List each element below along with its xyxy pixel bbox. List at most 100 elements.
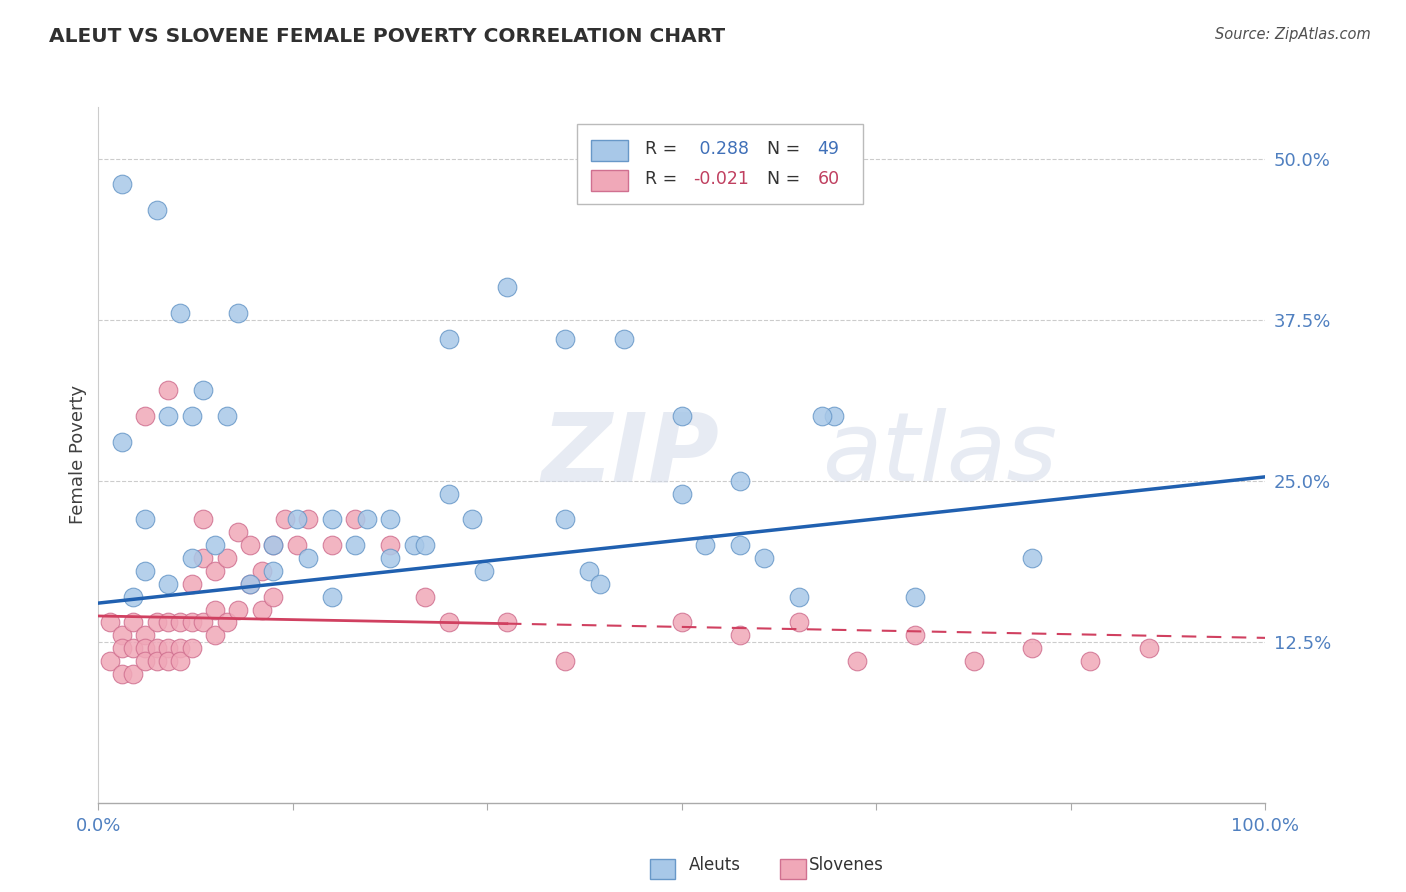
Point bbox=[413, 538, 436, 552]
Point bbox=[578, 564, 600, 578]
Point bbox=[730, 474, 752, 488]
Point bbox=[169, 641, 191, 656]
Y-axis label: Female Poverty: Female Poverty bbox=[69, 385, 87, 524]
Point bbox=[215, 551, 238, 566]
Text: ZIP: ZIP bbox=[541, 409, 720, 501]
Point bbox=[193, 384, 215, 398]
Point bbox=[285, 512, 308, 526]
Text: N =: N = bbox=[768, 170, 806, 188]
Point bbox=[180, 551, 202, 566]
Point bbox=[146, 203, 169, 218]
Point bbox=[157, 384, 180, 398]
Point bbox=[146, 615, 169, 630]
Point bbox=[472, 564, 495, 578]
Point bbox=[134, 654, 156, 668]
Point bbox=[228, 525, 250, 540]
Point bbox=[157, 615, 180, 630]
Text: R =: R = bbox=[644, 170, 682, 188]
Point bbox=[228, 306, 250, 320]
Point bbox=[321, 590, 343, 604]
Point bbox=[730, 628, 752, 642]
Point bbox=[262, 564, 284, 578]
Point bbox=[250, 564, 273, 578]
Point bbox=[752, 551, 775, 566]
Text: 0.288: 0.288 bbox=[693, 140, 748, 159]
Text: N =: N = bbox=[768, 140, 806, 159]
Point bbox=[180, 641, 202, 656]
Point bbox=[554, 512, 576, 526]
Point bbox=[1021, 551, 1043, 566]
Point bbox=[134, 628, 156, 642]
Text: atlas: atlas bbox=[823, 409, 1057, 501]
Point bbox=[787, 590, 810, 604]
Point bbox=[215, 615, 238, 630]
Point bbox=[239, 576, 262, 591]
Point bbox=[239, 538, 262, 552]
Text: 49: 49 bbox=[817, 140, 839, 159]
Point bbox=[823, 409, 845, 424]
Point bbox=[904, 590, 927, 604]
Point bbox=[134, 512, 156, 526]
Point bbox=[134, 641, 156, 656]
Point bbox=[274, 512, 297, 526]
Point bbox=[98, 654, 121, 668]
Point bbox=[378, 512, 402, 526]
FancyBboxPatch shape bbox=[576, 124, 863, 204]
Point bbox=[285, 538, 308, 552]
Point bbox=[461, 512, 484, 526]
Text: Aleuts: Aleuts bbox=[689, 856, 741, 874]
Point bbox=[356, 512, 378, 526]
Point bbox=[204, 564, 226, 578]
Text: Slovenes: Slovenes bbox=[808, 856, 883, 874]
Point bbox=[787, 615, 810, 630]
Point bbox=[239, 576, 262, 591]
Point bbox=[111, 435, 134, 450]
Point bbox=[378, 538, 402, 552]
Point bbox=[671, 615, 693, 630]
Point bbox=[157, 641, 180, 656]
Point bbox=[146, 654, 169, 668]
Point bbox=[437, 486, 460, 500]
Point bbox=[157, 409, 180, 424]
Point bbox=[180, 409, 202, 424]
Point bbox=[554, 332, 576, 346]
Point bbox=[1021, 641, 1043, 656]
Point bbox=[1137, 641, 1160, 656]
Point bbox=[98, 615, 121, 630]
Text: ALEUT VS SLOVENE FEMALE POVERTY CORRELATION CHART: ALEUT VS SLOVENE FEMALE POVERTY CORRELAT… bbox=[49, 27, 725, 45]
Point bbox=[730, 538, 752, 552]
Point bbox=[495, 615, 517, 630]
Point bbox=[204, 602, 226, 616]
Point bbox=[193, 551, 215, 566]
Point bbox=[180, 615, 202, 630]
Point bbox=[344, 512, 367, 526]
Point bbox=[180, 576, 202, 591]
Point bbox=[111, 641, 134, 656]
Point bbox=[262, 538, 284, 552]
Point bbox=[169, 654, 191, 668]
Point bbox=[344, 538, 367, 552]
Point bbox=[589, 576, 612, 591]
Point bbox=[904, 628, 927, 642]
Point bbox=[228, 602, 250, 616]
Point bbox=[111, 628, 134, 642]
Point bbox=[413, 590, 436, 604]
Point bbox=[134, 564, 156, 578]
Point bbox=[157, 654, 180, 668]
Point bbox=[671, 486, 693, 500]
Point bbox=[402, 538, 425, 552]
Bar bbox=[591, 140, 628, 161]
Point bbox=[134, 409, 156, 424]
Point bbox=[321, 538, 343, 552]
Point bbox=[122, 641, 145, 656]
Point bbox=[250, 602, 273, 616]
Point bbox=[437, 615, 460, 630]
Point bbox=[1080, 654, 1102, 668]
Point bbox=[111, 178, 134, 192]
Point bbox=[262, 538, 284, 552]
Point bbox=[297, 512, 319, 526]
Point bbox=[612, 332, 634, 346]
Bar bbox=[591, 169, 628, 191]
Point bbox=[111, 667, 134, 681]
Point bbox=[811, 409, 834, 424]
